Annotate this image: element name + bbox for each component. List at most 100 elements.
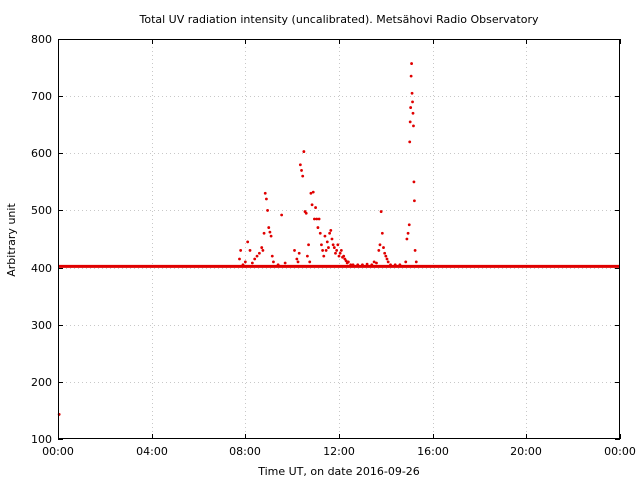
data-point bbox=[346, 260, 350, 264]
data-point bbox=[339, 249, 343, 252]
data-point bbox=[412, 124, 415, 128]
data-point bbox=[342, 254, 346, 258]
data-point bbox=[324, 249, 328, 252]
data-point bbox=[409, 106, 413, 109]
data-point bbox=[321, 249, 325, 252]
data-point bbox=[405, 237, 409, 241]
data-point bbox=[411, 100, 414, 104]
data-point bbox=[330, 237, 334, 241]
data-point bbox=[379, 210, 383, 213]
data-point bbox=[413, 249, 417, 252]
x-axis-ticks: 00:00 04:00 08:00 12:00 16:00 20:00 00:00 bbox=[42, 39, 636, 458]
x-tick-label: 08:00 bbox=[229, 445, 261, 458]
data-point bbox=[243, 260, 247, 264]
data-point bbox=[386, 260, 390, 264]
data-point bbox=[406, 231, 410, 235]
x-tick-label: 12:00 bbox=[323, 445, 355, 458]
data-point bbox=[315, 217, 319, 221]
data-point bbox=[413, 199, 416, 203]
data-point bbox=[262, 231, 266, 235]
data-point bbox=[327, 246, 330, 249]
data-point bbox=[351, 263, 355, 267]
data-point bbox=[318, 231, 322, 235]
data-point bbox=[305, 254, 309, 258]
data-point bbox=[269, 234, 273, 238]
data-point bbox=[316, 226, 320, 229]
chart-title: Total UV radiation intensity (uncalibrat… bbox=[139, 13, 539, 26]
data-point bbox=[331, 243, 335, 247]
y-tick-label: 500 bbox=[31, 204, 52, 217]
data-point bbox=[314, 206, 317, 209]
data-point bbox=[310, 203, 314, 207]
data-point bbox=[261, 249, 265, 252]
data-point bbox=[300, 169, 303, 172]
data-point bbox=[246, 240, 250, 244]
data-point bbox=[378, 243, 382, 247]
data-point bbox=[263, 191, 267, 195]
data-point bbox=[307, 243, 310, 247]
data-point bbox=[260, 246, 264, 249]
data-point bbox=[302, 150, 306, 153]
data-point bbox=[301, 174, 305, 178]
data-point bbox=[398, 263, 402, 267]
data-point bbox=[361, 263, 364, 267]
x-axis-label: Time UT, on date 2016-09-26 bbox=[257, 465, 420, 478]
data-point bbox=[332, 246, 336, 249]
data-point bbox=[313, 217, 316, 221]
data-point bbox=[384, 254, 388, 258]
data-point bbox=[253, 257, 257, 261]
data-point bbox=[356, 263, 360, 267]
data-point bbox=[410, 62, 413, 65]
data-point bbox=[250, 261, 254, 265]
data-point bbox=[380, 231, 384, 235]
data-point bbox=[257, 251, 261, 255]
data-point bbox=[372, 260, 376, 264]
data-point bbox=[334, 251, 337, 255]
x-tick-label: 16:00 bbox=[417, 445, 449, 458]
data-point bbox=[323, 234, 327, 238]
data-point bbox=[410, 91, 414, 95]
data-point bbox=[329, 229, 333, 232]
data-point bbox=[308, 260, 312, 264]
data-point bbox=[248, 249, 252, 252]
data-point bbox=[322, 254, 326, 258]
data-point bbox=[295, 257, 299, 261]
data-point bbox=[276, 263, 280, 267]
data-point bbox=[344, 259, 348, 263]
data-point bbox=[293, 249, 296, 252]
y-tick-label: 700 bbox=[31, 90, 52, 103]
y-axis-ticks: 100 200 300 400 500 600 700 800 bbox=[31, 33, 620, 446]
data-point bbox=[389, 263, 392, 267]
y-tick-label: 600 bbox=[31, 147, 52, 160]
data-point bbox=[266, 209, 269, 212]
data-point bbox=[349, 263, 353, 267]
data-point bbox=[409, 74, 413, 78]
data-point bbox=[408, 140, 412, 144]
data-point bbox=[239, 249, 243, 252]
data-point bbox=[375, 261, 378, 265]
y-tick-label: 400 bbox=[31, 262, 52, 275]
data-point bbox=[317, 217, 321, 221]
data-point bbox=[270, 254, 274, 258]
data-point bbox=[267, 226, 271, 229]
y-tick-label: 100 bbox=[31, 433, 52, 446]
data-point bbox=[325, 240, 329, 244]
data-point bbox=[414, 260, 418, 264]
y-tick-label: 200 bbox=[31, 376, 52, 389]
data-point bbox=[338, 251, 342, 255]
x-tick-label: 04:00 bbox=[136, 445, 168, 458]
data-point bbox=[408, 120, 412, 124]
data-point bbox=[393, 263, 397, 267]
data-point bbox=[297, 251, 301, 255]
data-point bbox=[272, 260, 275, 264]
data-point bbox=[411, 111, 415, 115]
data-point bbox=[407, 223, 411, 227]
data-point bbox=[265, 197, 268, 201]
data-point bbox=[255, 254, 259, 258]
data-point bbox=[311, 190, 315, 194]
x-tick-label: 00:00 bbox=[42, 445, 74, 458]
data-point bbox=[238, 257, 241, 261]
data-point bbox=[335, 249, 339, 252]
data-point bbox=[320, 243, 323, 247]
